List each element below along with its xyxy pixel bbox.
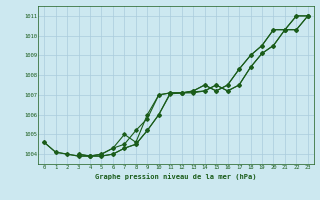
X-axis label: Graphe pression niveau de la mer (hPa): Graphe pression niveau de la mer (hPa): [95, 173, 257, 180]
